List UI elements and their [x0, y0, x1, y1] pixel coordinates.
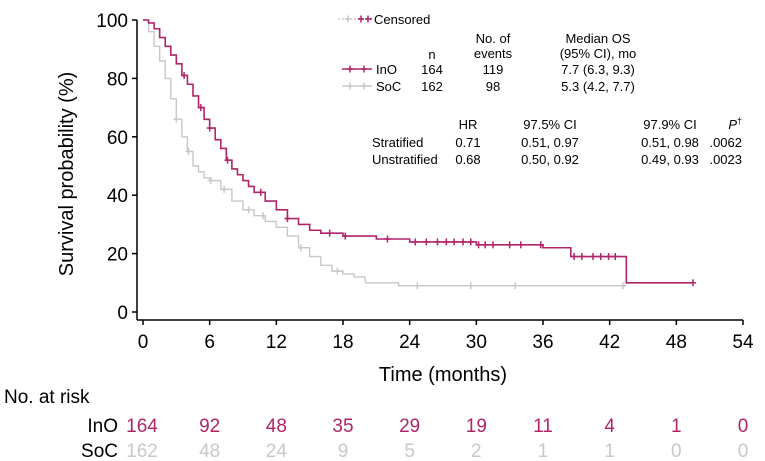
- x-axis-title: Time (months): [379, 364, 507, 386]
- risk-count-ino: 0: [738, 416, 749, 437]
- hr-cell-1-0: 0.68: [455, 152, 480, 167]
- hr-cell-0-1: 0.51, 0.97: [521, 135, 579, 150]
- x-tick-label: 48: [666, 332, 687, 353]
- y-tick-label: 60: [107, 128, 128, 149]
- hr-cell-1-1: 0.50, 0.92: [521, 152, 579, 167]
- hr-cell-0-0: 0.71: [455, 135, 480, 150]
- legend-header-median-2: (95% CI), mo: [560, 46, 637, 61]
- risk-arm-soc: SoC: [81, 441, 118, 461]
- legend-name-soc: SoC: [376, 79, 401, 94]
- risk-count-soc: 9: [338, 441, 349, 461]
- y-tick-label: 40: [107, 186, 128, 207]
- series-soc: [143, 19, 627, 290]
- x-tick-label: 12: [266, 332, 287, 353]
- x-tick-label: 0: [138, 332, 149, 353]
- x-tick-label: 42: [599, 332, 620, 353]
- y-axis-title: Survival probability (%): [56, 72, 78, 277]
- hr-header-0: HR: [459, 117, 478, 132]
- risk-count-soc: 0: [738, 441, 749, 461]
- hr-table: HR 97.5% CI 97.9% CI P† Stratified 0.71 0.51, …: [372, 116, 742, 167]
- y-tick-label: 80: [107, 69, 128, 90]
- legend-events-soc: 98: [486, 79, 500, 94]
- hr-row-label-0: Stratified: [372, 135, 423, 150]
- risk-count-soc: 162: [126, 441, 158, 461]
- legend-header-n: n: [428, 47, 435, 62]
- legend-header-events-2: events: [474, 46, 513, 61]
- y-tick-label: 20: [107, 245, 128, 266]
- risk-count-ino: 11: [533, 416, 553, 437]
- hr-header-2: 97.9% CI: [643, 117, 696, 132]
- axes: 0 6 12 18 24 30 36 42 48 54 0 20 40 60 80 100 Time (mont…: [56, 11, 754, 386]
- legend-n-ino: 164: [421, 62, 443, 77]
- risk-count-soc: 1: [604, 441, 615, 461]
- hr-cell-0-3: .0062: [709, 135, 742, 150]
- hr-cell-1-2: 0.49, 0.93: [641, 152, 699, 167]
- risk-count-ino: 4: [604, 416, 615, 437]
- risk-arm-ino: InO: [87, 416, 118, 437]
- legend-median-soc: 5.3 (4.2, 7.7): [561, 79, 635, 94]
- risk-count-soc: 48: [199, 441, 220, 461]
- risk-count-soc: 1: [538, 441, 549, 461]
- y-tick-label: 100: [96, 11, 128, 32]
- x-tick-label: 18: [332, 332, 353, 353]
- series-ino: [143, 19, 696, 287]
- risk-count-ino: 29: [399, 416, 420, 437]
- hr-cell-1-3: .0023: [709, 152, 742, 167]
- legend-name-ino: InO: [376, 62, 397, 77]
- risk-count-soc: 2: [471, 441, 482, 461]
- risk-count-soc: 0: [671, 441, 682, 461]
- x-tick-label: 6: [204, 332, 215, 353]
- risk-count-soc: 5: [404, 441, 415, 461]
- hr-row-label-1: Unstratified: [372, 152, 438, 167]
- risk-count-ino: 164: [126, 416, 158, 437]
- curves: [143, 19, 696, 290]
- risk-count-ino: 48: [266, 416, 287, 437]
- legend-n-soc: 162: [421, 79, 443, 94]
- x-tick-label: 54: [732, 332, 754, 353]
- risk-count-ino: 92: [199, 416, 220, 437]
- censored-label: Censored: [374, 12, 430, 27]
- x-tick-label: 24: [399, 332, 421, 353]
- legend-header-events-1: No. of: [476, 31, 511, 46]
- y-tick-label: 0: [117, 303, 128, 324]
- legend-events-ino: 119: [483, 62, 504, 77]
- x-tick-label: 36: [532, 332, 553, 353]
- x-tick-label: 30: [466, 332, 487, 353]
- hr-header-1: 97.5% CI: [523, 117, 576, 132]
- hr-header-p: P: [728, 117, 737, 132]
- legend-median-ino: 7.7 (6.3, 9.3): [561, 62, 635, 77]
- hr-header-p-sup: †: [737, 116, 742, 126]
- risk-count-ino: 1: [671, 416, 682, 437]
- hr-header-3: P†: [728, 116, 742, 132]
- risk-count-ino: 19: [466, 416, 487, 437]
- risk-count-ino: 35: [332, 416, 353, 437]
- risk-count-soc: 24: [266, 441, 288, 461]
- risk-table-title: No. at risk: [4, 387, 90, 408]
- legend-header-median-1: Median OS: [565, 31, 630, 46]
- hr-cell-0-2: 0.51, 0.98: [641, 135, 699, 150]
